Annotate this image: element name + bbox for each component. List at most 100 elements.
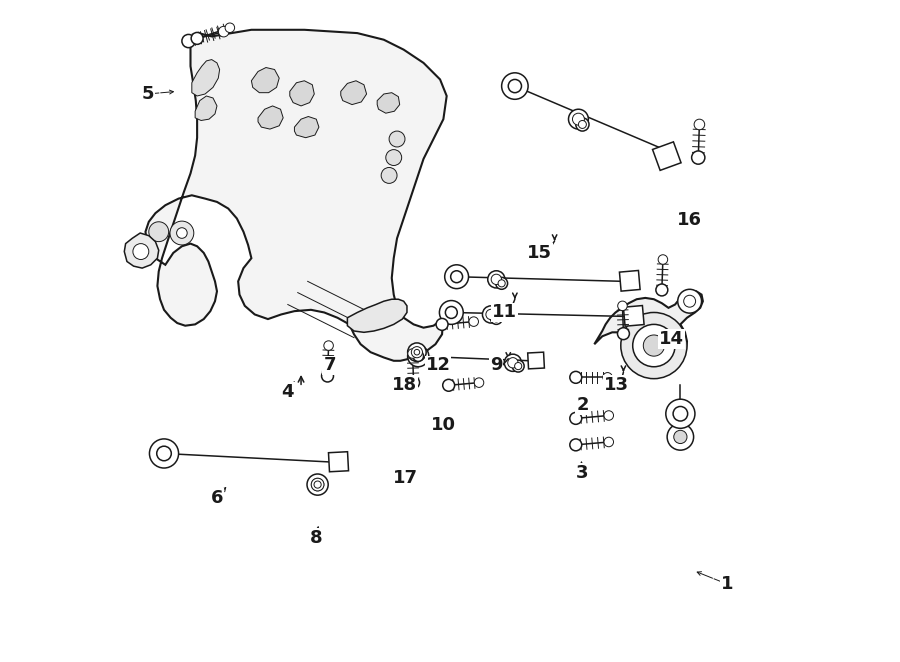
Polygon shape [294, 117, 319, 138]
Polygon shape [341, 81, 366, 105]
Text: 12: 12 [426, 356, 451, 375]
Circle shape [603, 373, 612, 382]
Circle shape [508, 357, 518, 368]
Circle shape [667, 424, 694, 450]
Circle shape [182, 34, 195, 48]
Text: 14: 14 [660, 330, 684, 348]
Circle shape [445, 265, 469, 289]
Circle shape [570, 371, 581, 383]
Circle shape [439, 301, 464, 324]
Circle shape [474, 378, 484, 387]
Circle shape [411, 347, 422, 357]
Circle shape [491, 312, 502, 324]
Circle shape [515, 363, 522, 369]
Polygon shape [594, 291, 703, 374]
Circle shape [414, 350, 419, 355]
Circle shape [572, 113, 584, 125]
Circle shape [617, 301, 627, 310]
Text: 9: 9 [491, 356, 502, 375]
Text: 8: 8 [310, 528, 322, 547]
Polygon shape [377, 93, 400, 113]
Circle shape [436, 318, 448, 330]
Text: 3: 3 [576, 464, 589, 483]
Polygon shape [619, 271, 640, 291]
Circle shape [443, 379, 454, 391]
Text: 2: 2 [576, 396, 589, 414]
Circle shape [678, 289, 702, 313]
Circle shape [486, 309, 496, 320]
Circle shape [311, 478, 324, 491]
Circle shape [307, 474, 328, 495]
Text: 16: 16 [677, 211, 702, 229]
Circle shape [314, 481, 321, 488]
Circle shape [170, 221, 194, 245]
Circle shape [570, 412, 581, 424]
Polygon shape [527, 352, 544, 369]
Circle shape [512, 360, 524, 372]
Circle shape [386, 150, 401, 166]
Circle shape [451, 271, 463, 283]
Polygon shape [251, 68, 279, 93]
Circle shape [469, 317, 479, 326]
Text: 1: 1 [721, 575, 733, 593]
Circle shape [576, 118, 589, 131]
Text: 13: 13 [604, 376, 629, 395]
Circle shape [570, 439, 581, 451]
Text: 10: 10 [431, 416, 456, 434]
Circle shape [604, 410, 614, 420]
Circle shape [508, 79, 521, 93]
Text: 11: 11 [491, 303, 517, 322]
Circle shape [446, 307, 457, 318]
Circle shape [656, 284, 668, 296]
Circle shape [498, 280, 505, 287]
Text: 5: 5 [141, 85, 154, 103]
Circle shape [225, 23, 235, 32]
Circle shape [684, 295, 696, 307]
Polygon shape [652, 142, 681, 170]
Text: 15: 15 [526, 244, 552, 262]
Circle shape [488, 271, 505, 288]
Circle shape [482, 306, 500, 323]
Circle shape [579, 120, 587, 128]
Circle shape [569, 109, 589, 129]
Circle shape [666, 399, 695, 428]
Circle shape [408, 377, 419, 389]
Circle shape [491, 274, 501, 285]
Circle shape [148, 222, 168, 242]
Circle shape [157, 446, 171, 461]
Circle shape [621, 312, 687, 379]
Circle shape [501, 73, 528, 99]
Circle shape [408, 343, 427, 361]
Polygon shape [290, 81, 314, 106]
Polygon shape [258, 106, 284, 129]
Circle shape [674, 430, 687, 444]
Text: 4: 4 [282, 383, 294, 401]
Circle shape [658, 255, 668, 264]
Polygon shape [347, 299, 407, 332]
Circle shape [149, 439, 178, 468]
Polygon shape [328, 451, 348, 472]
Circle shape [176, 228, 187, 238]
Circle shape [311, 479, 324, 491]
Circle shape [617, 328, 629, 340]
Circle shape [691, 151, 705, 164]
Circle shape [191, 32, 203, 44]
Circle shape [694, 119, 705, 130]
Circle shape [633, 324, 675, 367]
Text: 18: 18 [392, 376, 418, 395]
Circle shape [382, 167, 397, 183]
Circle shape [493, 315, 500, 322]
Circle shape [413, 351, 424, 361]
Circle shape [133, 244, 148, 260]
Circle shape [324, 341, 333, 350]
Polygon shape [624, 306, 644, 326]
Polygon shape [195, 96, 217, 120]
Circle shape [321, 370, 334, 382]
Circle shape [673, 406, 688, 421]
Polygon shape [124, 233, 158, 268]
Circle shape [412, 348, 421, 357]
Text: 7: 7 [323, 356, 336, 375]
Text: 17: 17 [392, 469, 418, 487]
Polygon shape [192, 60, 220, 96]
Text: 6: 6 [211, 489, 223, 507]
